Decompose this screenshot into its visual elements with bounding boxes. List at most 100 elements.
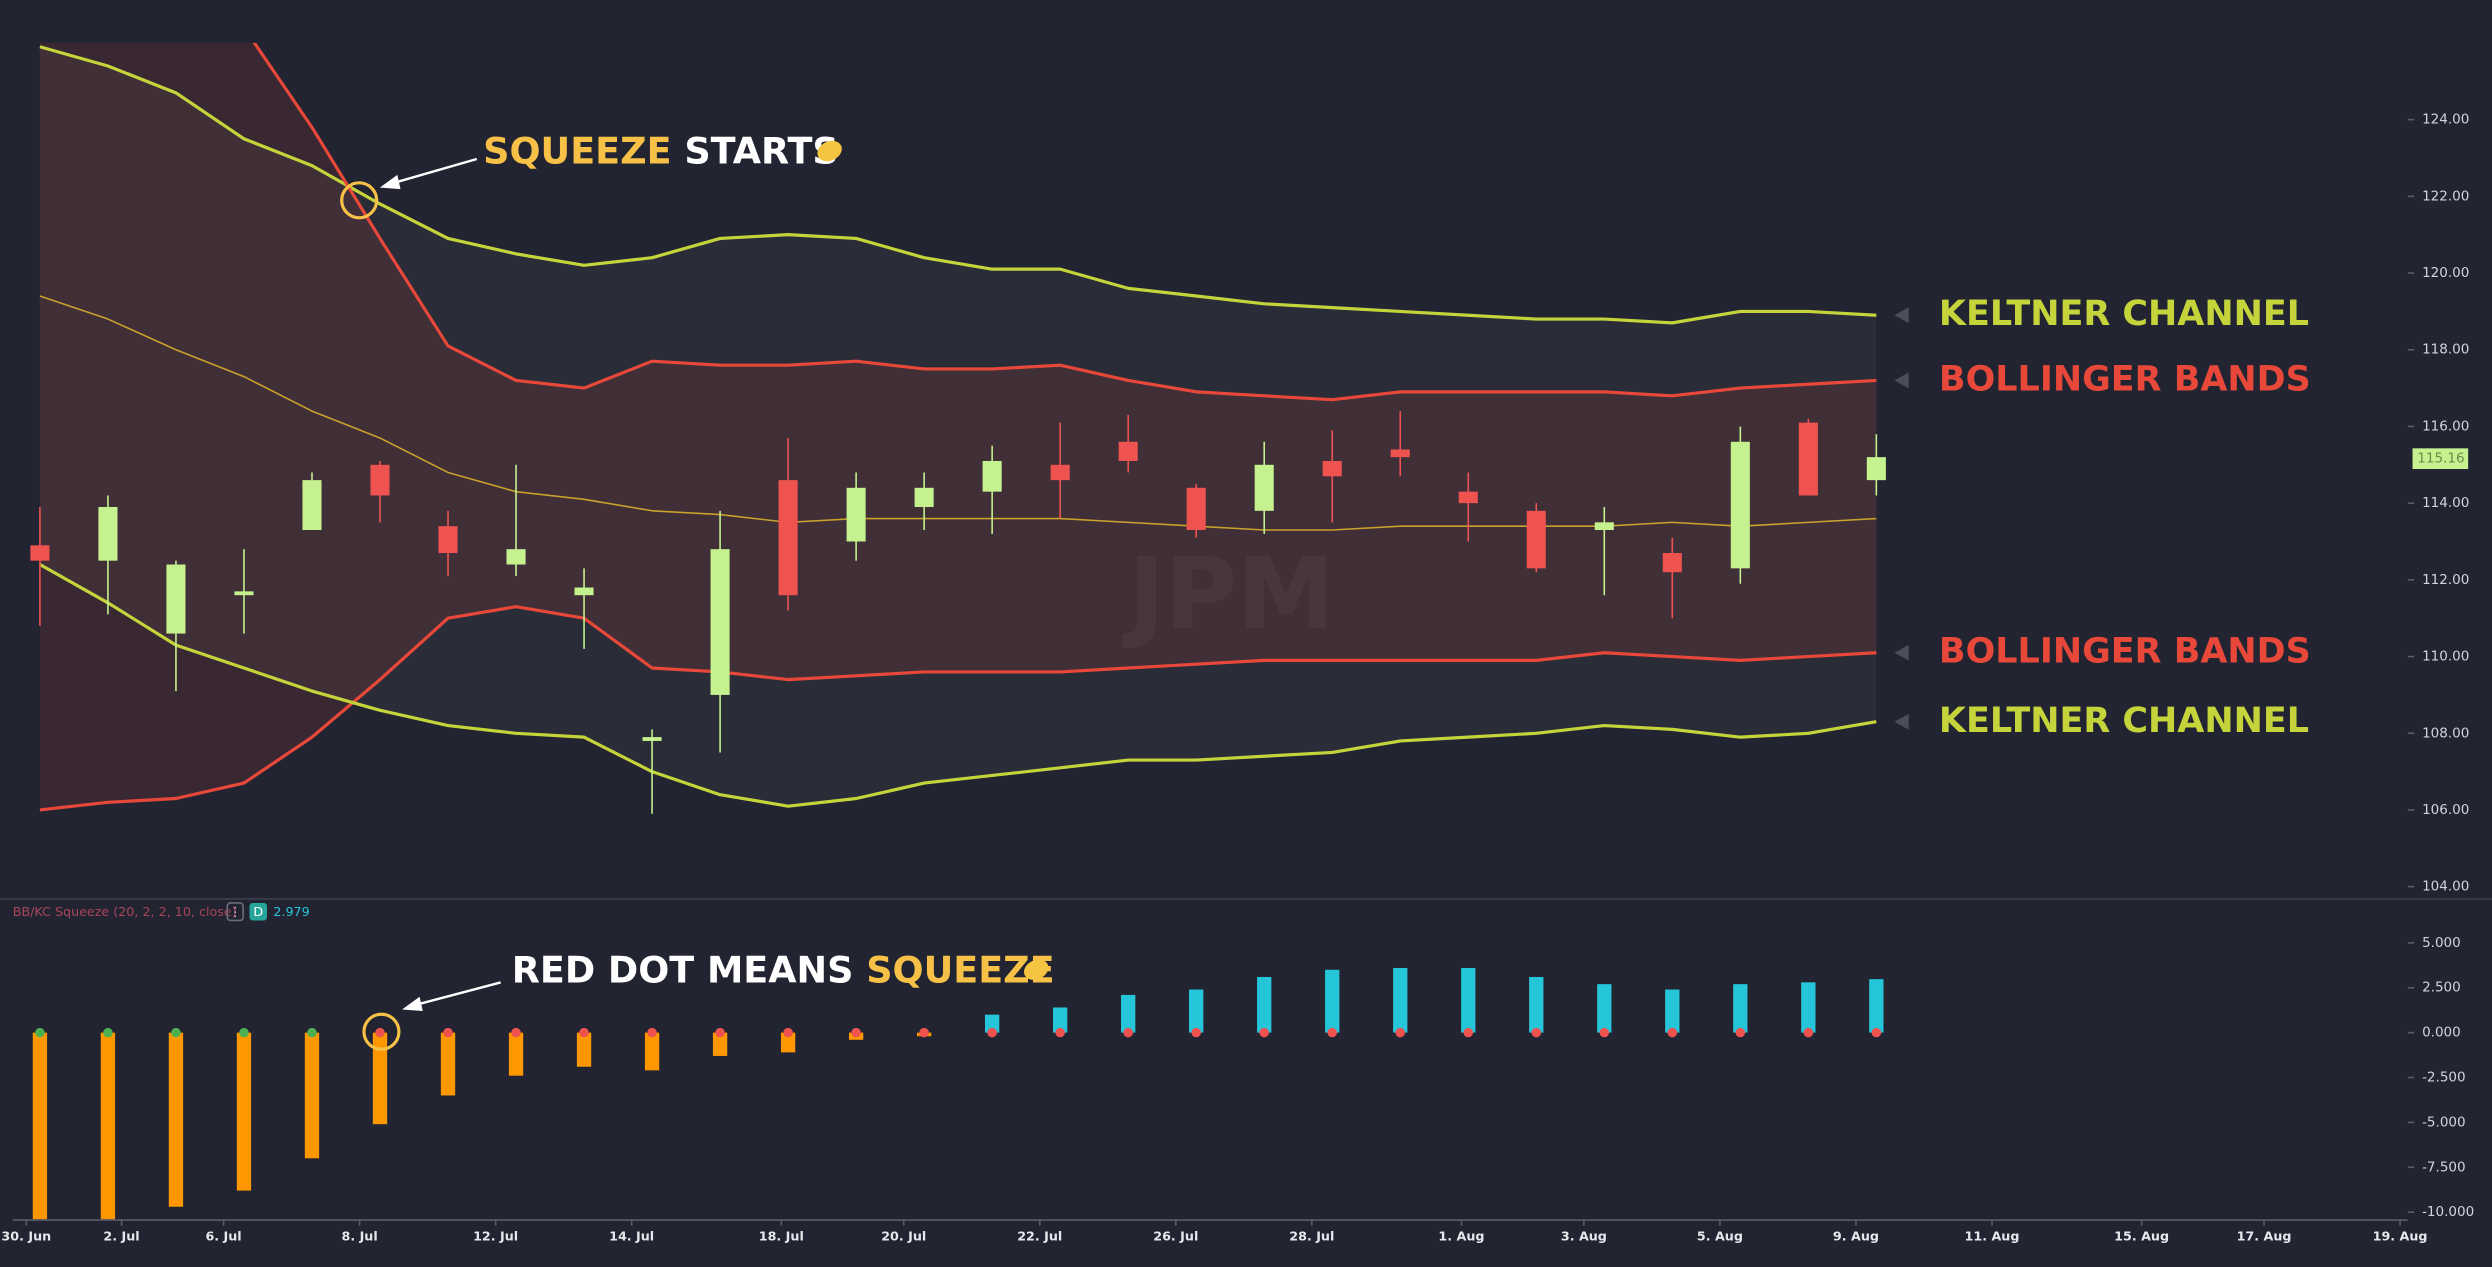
histogram-bar (508, 1032, 524, 1076)
indicator-title: BB/KC Squeeze (20, 2, 2, 10, close) (13, 904, 237, 919)
band-line (39, 295, 1877, 531)
candle-body (1526, 510, 1546, 569)
histogram-bar (1393, 967, 1408, 1033)
squeeze-dot (1327, 1027, 1337, 1038)
squeeze-dot (1599, 1027, 1610, 1038)
arrow-head (379, 174, 401, 190)
candle-body (1254, 464, 1274, 511)
squeeze-dot (715, 1027, 725, 1038)
squeeze-dot (1259, 1027, 1269, 1038)
candle-body (166, 564, 186, 634)
histogram-bar (984, 1014, 1000, 1033)
candle-body (846, 487, 866, 542)
histogram-bar (1869, 979, 1884, 1033)
y-tick-label: -2.500 (2422, 1069, 2466, 1085)
candle-body (1390, 449, 1410, 458)
x-tick-label: 28. Jul (1289, 1228, 1334, 1243)
price-panel (30, 42, 1886, 814)
histogram-bar (712, 1032, 728, 1056)
x-tick-label: 17. Aug (2237, 1228, 2292, 1243)
candle-body (1662, 553, 1682, 573)
candle-body (982, 460, 1002, 492)
candle-body (1866, 457, 1886, 481)
x-tick-label: 30. Jun (1, 1228, 51, 1243)
candle-body (1798, 422, 1818, 496)
histogram-bar (1325, 969, 1340, 1033)
arrow (416, 981, 501, 1006)
x-tick-label: 11. Aug (1965, 1228, 2020, 1243)
x-tick-label: 9. Aug (1833, 1228, 1879, 1243)
squeeze-dot (171, 1027, 181, 1038)
candle-body (302, 480, 322, 531)
x-tick-label: 3. Aug (1561, 1228, 1607, 1243)
squeeze-dot (443, 1027, 453, 1038)
candle-body (1186, 487, 1206, 531)
y-tick-label: 124.00 (2422, 112, 2469, 128)
histogram-bar (440, 1032, 456, 1096)
x-tick-label: 2. Jul (103, 1228, 139, 1243)
indicator-value: 2.979 (273, 904, 309, 919)
x-tick-label: 8. Jul (341, 1228, 377, 1243)
band-line (39, 563, 1877, 808)
candle-body (642, 737, 662, 741)
histogram-bar (644, 1032, 660, 1071)
histogram-bar (1801, 982, 1816, 1033)
histogram-bar (304, 1032, 320, 1159)
squeeze-dot (1395, 1027, 1406, 1038)
x-tick-label: 20. Jul (881, 1228, 926, 1243)
squeeze-dot (851, 1027, 861, 1038)
y-tick-label: 108.00 (2422, 725, 2469, 741)
watermark: JPM (1122, 538, 1335, 652)
histogram-bar (1189, 989, 1204, 1033)
x-tick-label: 6. Jul (205, 1228, 241, 1243)
label-pointer (1894, 713, 1909, 730)
candle-body (370, 464, 390, 496)
y-tick-label: 0.000 (2422, 1025, 2461, 1041)
squeeze-dot (987, 1027, 997, 1038)
y-tick-label: 106.00 (2422, 802, 2469, 818)
series-label: KELTNER CHANNEL (1939, 701, 2309, 741)
settings-icon-glyph: ⋮ (229, 904, 242, 919)
squeeze-dot (783, 1027, 793, 1038)
candle-body (1458, 491, 1478, 504)
squeeze-dot (647, 1027, 657, 1038)
squeeze-dot (1531, 1027, 1542, 1038)
highlight-circle (340, 181, 379, 220)
histogram-bar (236, 1032, 252, 1191)
squeeze-dot (307, 1027, 317, 1038)
band-line (39, 605, 1877, 812)
squeeze-dot (1803, 1027, 1814, 1038)
x-tick-label: 18. Jul (759, 1228, 804, 1243)
candle-body (710, 549, 730, 695)
squeeze-dot (511, 1027, 521, 1038)
y-tick-label: -10.000 (2422, 1204, 2474, 1220)
interval-text: D (253, 904, 263, 919)
y-tick-label: 114.00 (2422, 495, 2469, 511)
histogram-bar (1461, 967, 1476, 1033)
squeeze-dot (579, 1027, 589, 1038)
candle-body (506, 549, 526, 565)
candle-body (98, 506, 118, 561)
y-tick-label: 110.00 (2422, 649, 2469, 665)
x-tick-label: 12. Jul (473, 1228, 518, 1243)
histogram-bar (1257, 976, 1272, 1033)
histogram-bar (1529, 976, 1544, 1033)
squeeze-dot (239, 1027, 249, 1038)
annotation-part: SQUEEZE (866, 948, 1054, 991)
histogram-bar (780, 1032, 796, 1053)
annotation-part: RED DOT MEANS (512, 948, 854, 991)
series-label: BOLLINGER BANDS (1939, 632, 2311, 672)
last-price-label: 115.16 (2417, 451, 2464, 467)
squeeze-dot (1123, 1027, 1133, 1038)
x-tick-label: 19. Aug (2373, 1228, 2428, 1243)
indicator-panel (32, 967, 1884, 1220)
candle-body (30, 545, 50, 561)
arrow (393, 157, 478, 184)
candle-body (1322, 460, 1342, 477)
squeeze-dot (1871, 1027, 1882, 1038)
settings-icon[interactable] (226, 902, 244, 922)
candle-body (1594, 522, 1614, 531)
squeeze-dot (103, 1027, 113, 1038)
squeeze-dot (1055, 1027, 1065, 1038)
